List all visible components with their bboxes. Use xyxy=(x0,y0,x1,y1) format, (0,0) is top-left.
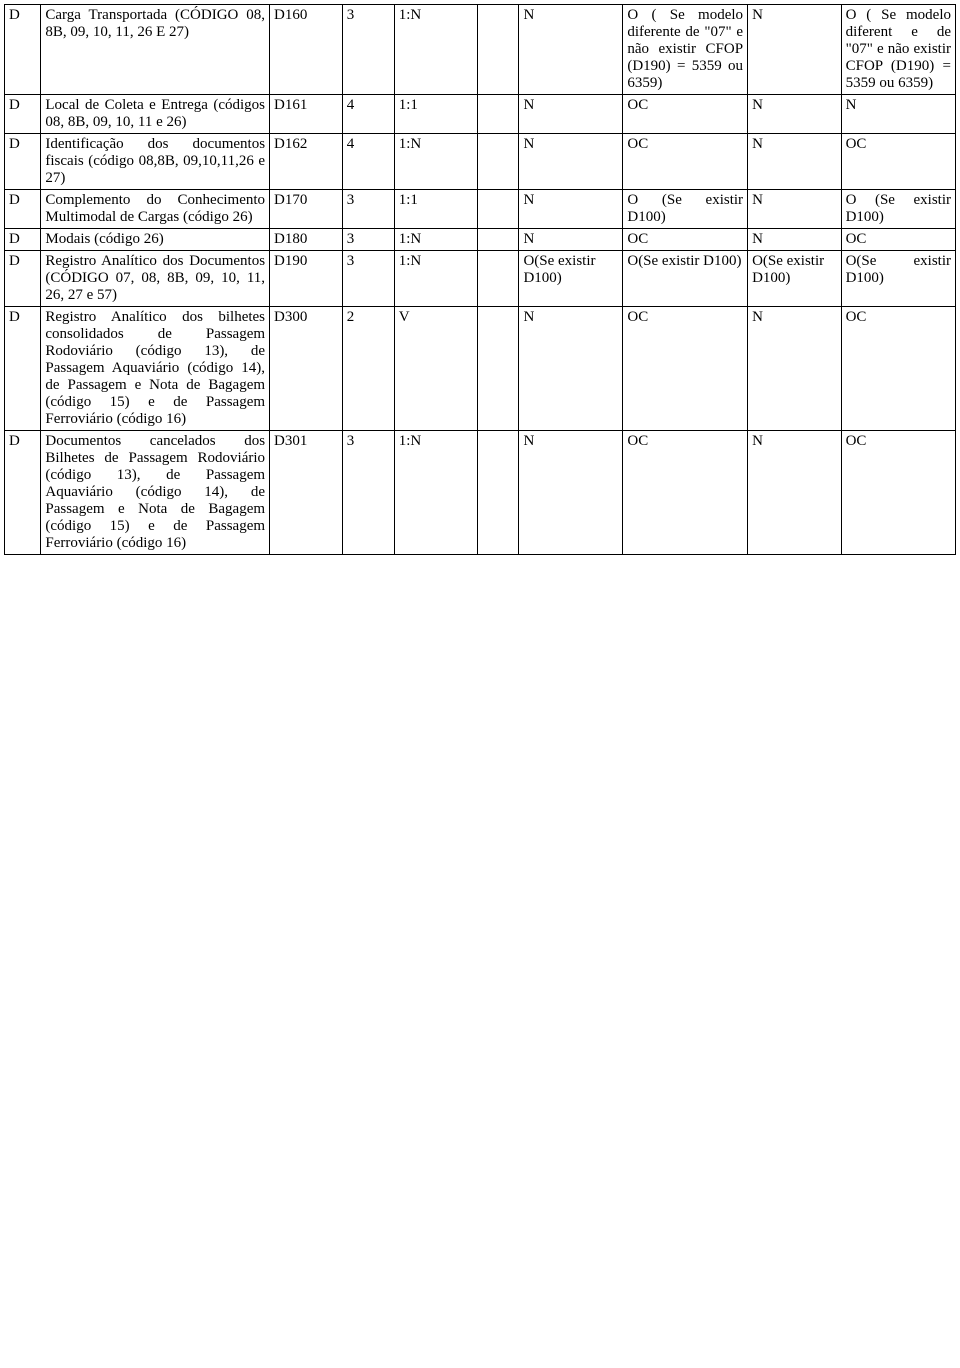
table-cell: OC xyxy=(623,229,748,251)
table-cell: D xyxy=(5,190,41,229)
table-cell: 1:N xyxy=(394,134,477,190)
table-cell: D190 xyxy=(270,251,343,307)
table-cell xyxy=(477,431,519,555)
table-cell: Modais (código 26) xyxy=(41,229,270,251)
table-row: DDocumentos cancelados dos Bilhetes de P… xyxy=(5,431,956,555)
table-cell: N xyxy=(841,95,955,134)
table-cell: D xyxy=(5,5,41,95)
table-cell: D180 xyxy=(270,229,343,251)
table-cell: OC xyxy=(841,229,955,251)
table-cell: OC xyxy=(623,431,748,555)
table-cell xyxy=(477,190,519,229)
table-cell: Identificação dos documentos fiscais (có… xyxy=(41,134,270,190)
table-cell: Local de Coleta e Entrega (códigos 08, 8… xyxy=(41,95,270,134)
table-cell: OC xyxy=(841,431,955,555)
table-cell xyxy=(477,5,519,95)
table-cell xyxy=(477,229,519,251)
table-cell: 1:N xyxy=(394,229,477,251)
table-cell: Documentos cancelados dos Bilhetes de Pa… xyxy=(41,431,270,555)
table-cell: 4 xyxy=(342,134,394,190)
data-table: DCarga Transportada (CÓDIGO 08, 8B, 09, … xyxy=(4,4,956,555)
table-cell: 1:1 xyxy=(394,190,477,229)
table-row: DRegistro Analítico dos Documentos (CÓDI… xyxy=(5,251,956,307)
table-cell: D300 xyxy=(270,307,343,431)
table-cell: O(Se existir D100) xyxy=(748,251,842,307)
table-cell: 3 xyxy=(342,229,394,251)
table-cell: V xyxy=(394,307,477,431)
table-cell: N xyxy=(748,134,842,190)
table-cell: 3 xyxy=(342,251,394,307)
table-row: DRegistro Analítico dos bilhetes consoli… xyxy=(5,307,956,431)
table-cell: N xyxy=(519,5,623,95)
table-cell: D xyxy=(5,95,41,134)
table-cell: OC xyxy=(623,95,748,134)
table-cell: Registro Analítico dos bilhetes consolid… xyxy=(41,307,270,431)
table-cell: 3 xyxy=(342,5,394,95)
table-cell: N xyxy=(519,307,623,431)
table-cell: 1:N xyxy=(394,251,477,307)
table-cell: D162 xyxy=(270,134,343,190)
table-cell: D160 xyxy=(270,5,343,95)
table-cell: N xyxy=(519,229,623,251)
table-cell: N xyxy=(519,190,623,229)
table-cell: O (Se existir D100) xyxy=(841,190,955,229)
table-cell: N xyxy=(519,95,623,134)
table-cell: 1:N xyxy=(394,431,477,555)
table-cell: D xyxy=(5,229,41,251)
table-cell: N xyxy=(748,5,842,95)
table-cell: OC xyxy=(841,307,955,431)
table-cell: Complemento do Conhecimento Multimodal d… xyxy=(41,190,270,229)
table-cell xyxy=(477,251,519,307)
table-row: DLocal de Coleta e Entrega (códigos 08, … xyxy=(5,95,956,134)
table-cell: O (Se existir D100) xyxy=(623,190,748,229)
table-cell: N xyxy=(519,431,623,555)
table-cell: O(Se existir D100) xyxy=(519,251,623,307)
table-cell: D xyxy=(5,251,41,307)
table-cell: N xyxy=(748,307,842,431)
table-cell: OC xyxy=(623,307,748,431)
table-cell: 1:N xyxy=(394,5,477,95)
table-cell: D301 xyxy=(270,431,343,555)
table-cell: D xyxy=(5,134,41,190)
table-cell: O(Se existir D100) xyxy=(841,251,955,307)
table-cell: N xyxy=(748,190,842,229)
table-cell: Carga Transportada (CÓDIGO 08, 8B, 09, 1… xyxy=(41,5,270,95)
table-cell: 4 xyxy=(342,95,394,134)
table-cell: D170 xyxy=(270,190,343,229)
table-cell: O ( Se modelo diferente de "07" e não ex… xyxy=(623,5,748,95)
table-cell: N xyxy=(748,95,842,134)
table-cell: D xyxy=(5,431,41,555)
table-cell: D161 xyxy=(270,95,343,134)
table-row: DModais (código 26)D18031:NNOCNOC xyxy=(5,229,956,251)
table-cell: 2 xyxy=(342,307,394,431)
table-row: DCarga Transportada (CÓDIGO 08, 8B, 09, … xyxy=(5,5,956,95)
table-cell xyxy=(477,307,519,431)
table-cell: D xyxy=(5,307,41,431)
table-cell: N xyxy=(748,229,842,251)
table-row: DIdentificação dos documentos fiscais (c… xyxy=(5,134,956,190)
table-cell: 1:1 xyxy=(394,95,477,134)
table-cell: N xyxy=(748,431,842,555)
table-cell: Registro Analítico dos Documentos (CÓDIG… xyxy=(41,251,270,307)
table-row: DComplemento do Conhecimento Multimodal … xyxy=(5,190,956,229)
table-cell xyxy=(477,95,519,134)
table-cell: OC xyxy=(841,134,955,190)
table-cell: 3 xyxy=(342,431,394,555)
table-cell: 3 xyxy=(342,190,394,229)
table-cell: O(Se existir D100) xyxy=(623,251,748,307)
table-cell: OC xyxy=(623,134,748,190)
table-cell xyxy=(477,134,519,190)
table-cell: N xyxy=(519,134,623,190)
table-cell: O ( Se modelo diferent e de "07" e não e… xyxy=(841,5,955,95)
